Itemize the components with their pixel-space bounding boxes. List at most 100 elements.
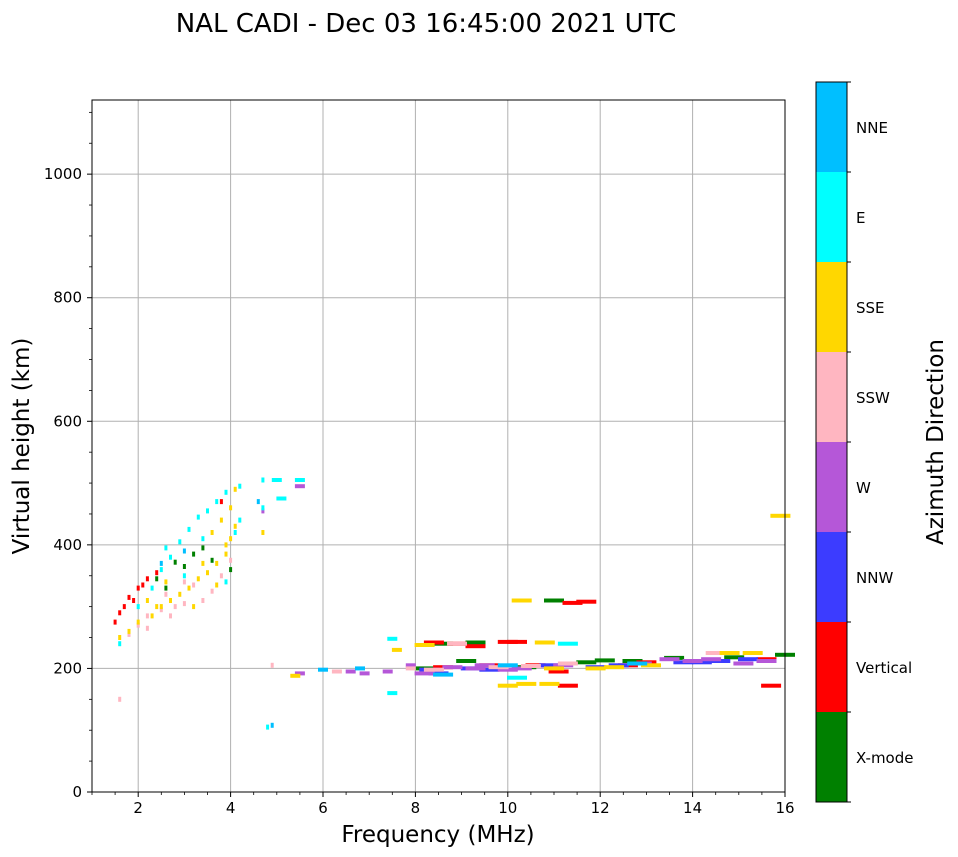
y-tick-label: 1000	[44, 165, 82, 183]
y-tick-label: 400	[53, 536, 82, 554]
data-point-w	[465, 666, 486, 671]
data-point-w	[294, 671, 305, 676]
data-point-x-mode	[201, 545, 205, 551]
data-point-e	[206, 508, 209, 514]
data-point-w	[442, 665, 463, 670]
data-point-sse	[192, 604, 196, 610]
data-point-e	[196, 514, 200, 520]
data-point-vertical	[132, 598, 136, 603]
data-point-e	[387, 691, 398, 696]
data-point-ssw	[447, 641, 467, 646]
data-point-e	[159, 567, 163, 573]
data-point-x-mode	[155, 576, 159, 582]
data-point-sse	[215, 560, 219, 566]
data-point-x-mode	[594, 658, 615, 663]
data-point-w	[405, 663, 416, 668]
data-point-ssw	[118, 696, 122, 702]
chart-title: NAL CADI - Dec 03 16:45:00 2021 UTC	[176, 9, 676, 39]
data-point-ssw	[182, 601, 186, 607]
data-point-vertical	[507, 639, 527, 644]
colorbar-tick-label: Vertical	[856, 659, 912, 677]
x-tick-label: 2	[133, 799, 143, 817]
data-point-w	[474, 663, 495, 668]
colorbar-tick-label: SSW	[856, 389, 890, 407]
data-point-w	[682, 659, 703, 663]
data-point-nnw	[738, 657, 758, 662]
data-point-ssw	[270, 662, 274, 668]
colorbar-label: Azimuth Direction	[923, 339, 949, 545]
data-point-w	[659, 657, 680, 662]
data-point-w	[261, 508, 265, 514]
data-point-e	[261, 477, 265, 483]
data-point-nne	[627, 661, 648, 666]
data-point-sse	[118, 635, 122, 640]
data-point-e	[150, 585, 154, 591]
colorbar-segment-e	[816, 172, 847, 262]
grid	[92, 100, 786, 792]
data-point-vertical	[127, 594, 131, 600]
colorbar-segment-vertical	[816, 622, 847, 712]
data-point-ssw	[182, 579, 186, 585]
data-point-w	[701, 657, 722, 662]
data-point-e	[178, 539, 182, 545]
data-point-nne	[256, 499, 260, 505]
data-point-vertical	[113, 619, 117, 625]
y-tick-label: 200	[53, 659, 82, 677]
data-point-ssw	[145, 613, 149, 619]
data-point-vertical	[576, 599, 597, 604]
data-point-ssw	[705, 651, 726, 655]
data-point-ssw	[331, 669, 342, 674]
colorbar: X-mode Vertical NNW W SSW SSE E NNE	[815, 81, 913, 803]
plot-area	[92, 100, 785, 792]
data-point-sse	[178, 591, 182, 597]
data-point-e	[164, 545, 168, 551]
colorbar-tick-label: SSE	[856, 299, 885, 317]
colorbar-segment-x-mode	[816, 712, 847, 802]
data-point-sse	[544, 666, 564, 671]
x-tick-label: 6	[318, 799, 328, 817]
data-point-vertical	[122, 604, 126, 610]
data-point-ssw	[192, 582, 196, 588]
data-point-e	[233, 530, 237, 535]
data-point-sse	[164, 579, 168, 585]
data-point-nne	[355, 666, 365, 671]
data-point-sse	[206, 570, 209, 576]
data-point-ssw	[229, 557, 233, 563]
data-point-ssw	[219, 573, 223, 579]
data-point-nne	[318, 667, 328, 672]
data-point-w	[359, 671, 370, 676]
data-point-vertical	[155, 570, 159, 576]
data-point-sse	[155, 604, 159, 610]
data-point-vertical	[219, 499, 223, 505]
data-point-ssw	[520, 664, 541, 668]
data-point-sse	[391, 647, 402, 652]
data-point-sse	[224, 542, 228, 548]
data-point-x-mode	[622, 659, 643, 663]
data-point-e	[118, 641, 122, 647]
data-point-ssw	[164, 591, 168, 597]
data-point-sse	[233, 523, 237, 529]
data-point-w	[511, 666, 532, 671]
data-point-sse	[215, 582, 219, 588]
data-point-vertical	[136, 585, 140, 591]
x-tick-label: 10	[498, 799, 517, 817]
data-point-ssw	[173, 604, 177, 610]
data-point-ssw	[557, 661, 578, 666]
x-tick-label: 12	[591, 799, 610, 817]
data-point-nne	[270, 722, 274, 728]
data-point-ssw	[127, 631, 131, 637]
data-point-x-mode	[164, 585, 168, 591]
data-point-vertical	[465, 644, 486, 649]
data-point-sse	[516, 681, 537, 686]
data-point-sse	[414, 643, 435, 647]
data-point-e	[201, 536, 205, 542]
data-point-ssw	[159, 607, 163, 613]
data-point-sse	[159, 604, 163, 610]
colorbar-tick-label: X-mode	[856, 749, 913, 767]
data-point-w	[382, 669, 393, 674]
data-point-w	[756, 659, 777, 663]
data-point-w	[497, 667, 518, 672]
x-tick-label: 14	[683, 799, 702, 817]
data-point-sse	[145, 598, 149, 603]
data-point-x-mode	[182, 564, 186, 569]
